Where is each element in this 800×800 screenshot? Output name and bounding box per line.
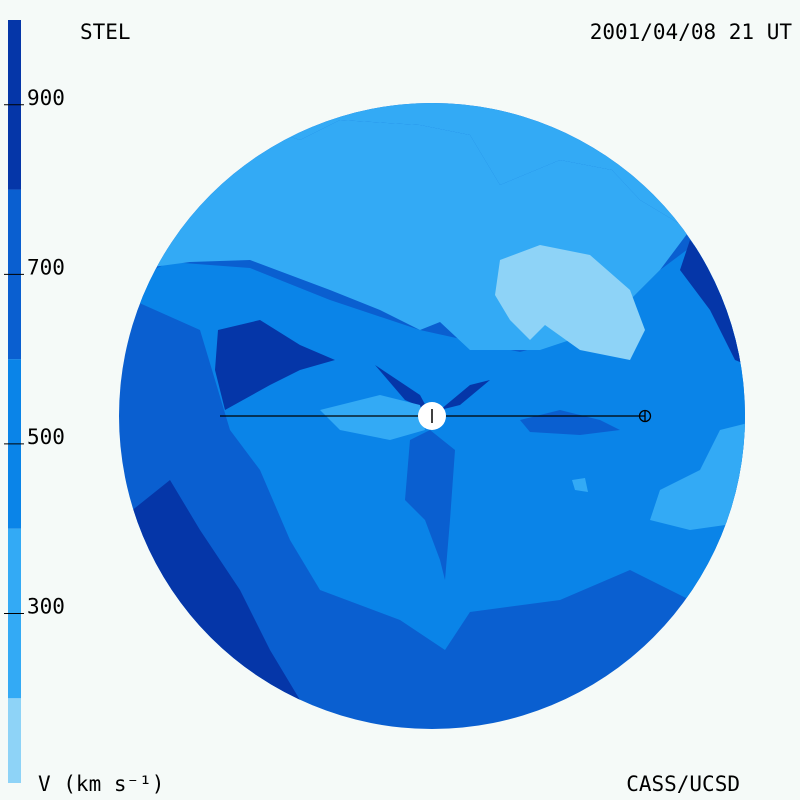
- velocity-contour: [440, 380, 490, 410]
- velocity-contour: [470, 450, 500, 480]
- date: 2001/04/08 21 UT: [590, 20, 793, 44]
- velocity-contour: [650, 420, 745, 530]
- velocity-contour: [572, 478, 588, 492]
- velocity-contour: [495, 245, 645, 360]
- colorbar-tick-label: 300: [27, 594, 65, 618]
- velocity-contour: [405, 430, 455, 580]
- velocity-contour: [320, 395, 425, 440]
- colorbar-tick-label: 500: [27, 425, 65, 449]
- velocity-contour: [120, 480, 300, 700]
- title: STEL: [80, 20, 131, 44]
- credit: CASS/UCSD: [626, 772, 740, 796]
- colorbar-segment: [8, 698, 21, 783]
- colorbar-label: V (km s⁻¹): [38, 772, 164, 796]
- colorbar-tick-label: 900: [27, 86, 65, 110]
- colorbar-tick-label: 700: [27, 255, 65, 279]
- velocity-contour: [215, 320, 335, 410]
- velocity-contour: [375, 365, 428, 410]
